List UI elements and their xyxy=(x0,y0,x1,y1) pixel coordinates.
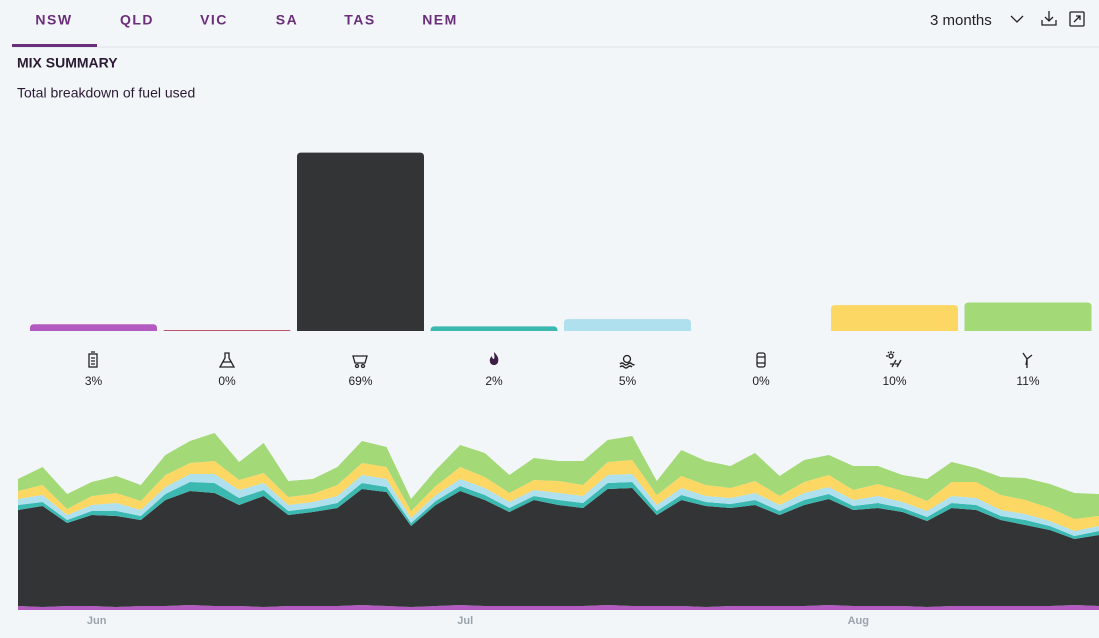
x-tick-label: Jun xyxy=(87,615,107,627)
value-label: 10% xyxy=(882,374,906,388)
area-series xyxy=(18,482,1099,539)
value-label: 3% xyxy=(85,374,103,388)
tab[interactable]: VIC xyxy=(200,12,228,28)
expand-button[interactable] xyxy=(1069,11,1085,27)
bar xyxy=(30,324,157,331)
battery-icon xyxy=(88,351,98,368)
bar xyxy=(163,330,291,331)
tab[interactable]: QLD xyxy=(120,12,154,28)
tab-bar: NSW QLD VIC SA TAS NEM xyxy=(35,12,458,28)
value-label: 11% xyxy=(1016,374,1039,388)
area-series xyxy=(18,605,1099,610)
section-subtitle: Total breakdown of fuel used xyxy=(17,85,195,101)
bar xyxy=(831,305,958,331)
tab[interactable]: TAS xyxy=(344,12,375,28)
x-tick-label: Jul xyxy=(457,615,473,627)
fuel-icons xyxy=(88,351,1033,369)
bar xyxy=(564,319,691,331)
section-title: MIX SUMMARY xyxy=(17,55,118,71)
bar xyxy=(430,326,558,331)
area-series xyxy=(18,460,1099,531)
tab[interactable]: SA xyxy=(276,12,298,28)
bar xyxy=(964,302,1092,331)
bar xyxy=(297,152,424,331)
hydro-icon xyxy=(619,354,635,369)
solar-icon xyxy=(886,351,902,368)
download-button[interactable] xyxy=(1041,11,1057,26)
oil-icon xyxy=(756,352,766,368)
tab[interactable]: NEM xyxy=(422,12,458,28)
period-select[interactable]: 3 months xyxy=(930,12,992,29)
coal-icon xyxy=(352,355,368,369)
gas-icon xyxy=(489,352,499,365)
area-series xyxy=(18,474,1099,536)
flask-icon xyxy=(218,352,236,368)
value-label: 0% xyxy=(218,374,236,388)
value-label: 5% xyxy=(619,374,637,388)
wind-icon xyxy=(1022,352,1033,368)
value-label: 69% xyxy=(348,374,372,388)
area-series xyxy=(18,488,1099,607)
selected-tab-underline xyxy=(12,44,97,47)
area-series xyxy=(18,433,1099,519)
dropdown-chevron[interactable] xyxy=(1010,15,1024,23)
x-tick-label: Aug xyxy=(848,615,869,627)
value-label: 0% xyxy=(752,374,770,388)
tab[interactable]: NSW xyxy=(35,12,72,28)
value-label: 2% xyxy=(485,374,503,388)
